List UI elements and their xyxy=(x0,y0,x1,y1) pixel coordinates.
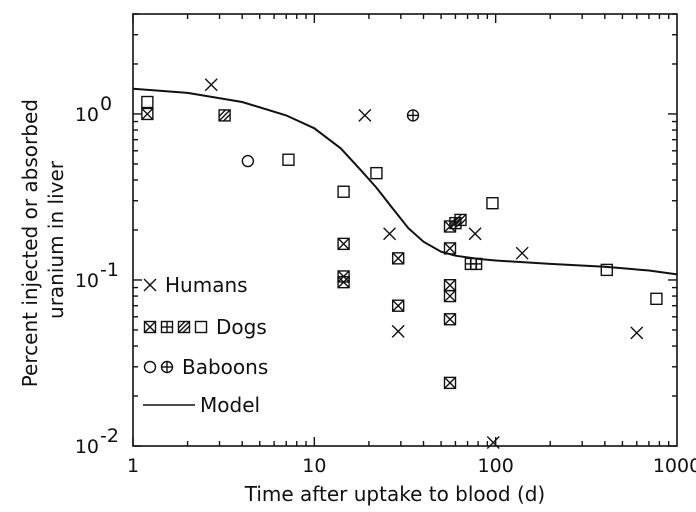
legend-symbol-circle xyxy=(143,360,157,374)
y-axis-title: Percent injected or absorbed uranium in … xyxy=(18,93,68,388)
model-layer xyxy=(132,87,678,276)
dogs-point-boxx xyxy=(443,279,457,292)
model-curve xyxy=(132,87,678,276)
humans-point-x xyxy=(630,326,644,340)
legend-symbol-boxplus xyxy=(160,320,174,334)
dogs-point-boxx xyxy=(141,107,154,121)
dogs-point-boxx xyxy=(443,289,457,303)
legend-symbol-boxslash xyxy=(177,320,191,334)
legend-label: Model xyxy=(200,393,260,417)
legend-item-model: Model xyxy=(143,393,260,417)
legend-item-dogs: Dogs xyxy=(143,315,267,339)
dogs-point-boxplus xyxy=(469,257,483,271)
y-tick-label: 10 xyxy=(75,104,99,126)
dogs-point-boxx xyxy=(443,376,457,390)
humans-point-x xyxy=(204,78,218,92)
y-axis-title-line-1: Percent injected or absorbed xyxy=(18,99,42,387)
baboons-point-circleplus xyxy=(406,109,420,122)
y-axis-title-line-2: uranium in liver xyxy=(44,160,68,319)
marker-layer xyxy=(141,78,663,449)
humans-point-x xyxy=(515,246,529,260)
humans-point-x xyxy=(391,324,405,338)
legend-symbol-boxx xyxy=(143,320,157,334)
legend: Humans Dogs Baboons Model xyxy=(143,273,268,417)
dogs-point-boxx xyxy=(391,299,405,312)
legend-symbol-circleplus xyxy=(160,360,174,374)
x-tick-label: 100 xyxy=(478,455,514,477)
dogs-point-boxx xyxy=(443,313,457,326)
y-tick-label-exponent: 0 xyxy=(100,93,112,115)
y-tick-label-exponent: -1 xyxy=(100,259,119,281)
x-axis-title: Time after uptake to blood (d) xyxy=(244,482,546,506)
dogs-point-boxslash xyxy=(454,213,467,227)
dogs-point-box xyxy=(370,166,383,180)
x-tick-label: 1 xyxy=(127,455,139,477)
axis-ticks xyxy=(132,13,677,447)
humans-point-x xyxy=(383,227,397,241)
humans-point-x xyxy=(358,108,372,122)
baboons-point-circle xyxy=(241,154,255,168)
legend-symbol-box xyxy=(194,320,208,334)
legend-label: Dogs xyxy=(216,315,267,339)
dogs-point-box xyxy=(337,185,350,198)
dogs-point-box xyxy=(600,263,613,277)
dogs-point-boxx xyxy=(337,275,350,289)
dogs-point-boxslash xyxy=(218,109,231,122)
y-tick-label-exponent: -2 xyxy=(100,425,119,447)
legend-item-baboons: Baboons xyxy=(143,355,268,379)
x-tick-label: 10 xyxy=(302,455,326,477)
dogs-point-box xyxy=(650,292,663,306)
dogs-point-box xyxy=(282,153,295,166)
dogs-point-boxx xyxy=(391,252,405,265)
humans-point-x xyxy=(468,227,482,241)
plot-frame xyxy=(132,13,678,447)
legend-label: Humans xyxy=(165,273,248,297)
x-tick-label: 1000 xyxy=(653,455,696,477)
dogs-point-box xyxy=(141,95,154,109)
y-tick-label: 10 xyxy=(75,436,99,458)
humans-point-x xyxy=(486,435,500,449)
dogs-point-boxx xyxy=(337,237,350,251)
y-tick-label: 10 xyxy=(75,270,99,292)
dogs-point-boxx xyxy=(443,242,457,255)
legend-symbol-x xyxy=(143,278,157,292)
dogs-point-box xyxy=(486,197,499,210)
legend-item-humans: Humans xyxy=(143,273,248,297)
legend-label: Baboons xyxy=(182,355,268,379)
